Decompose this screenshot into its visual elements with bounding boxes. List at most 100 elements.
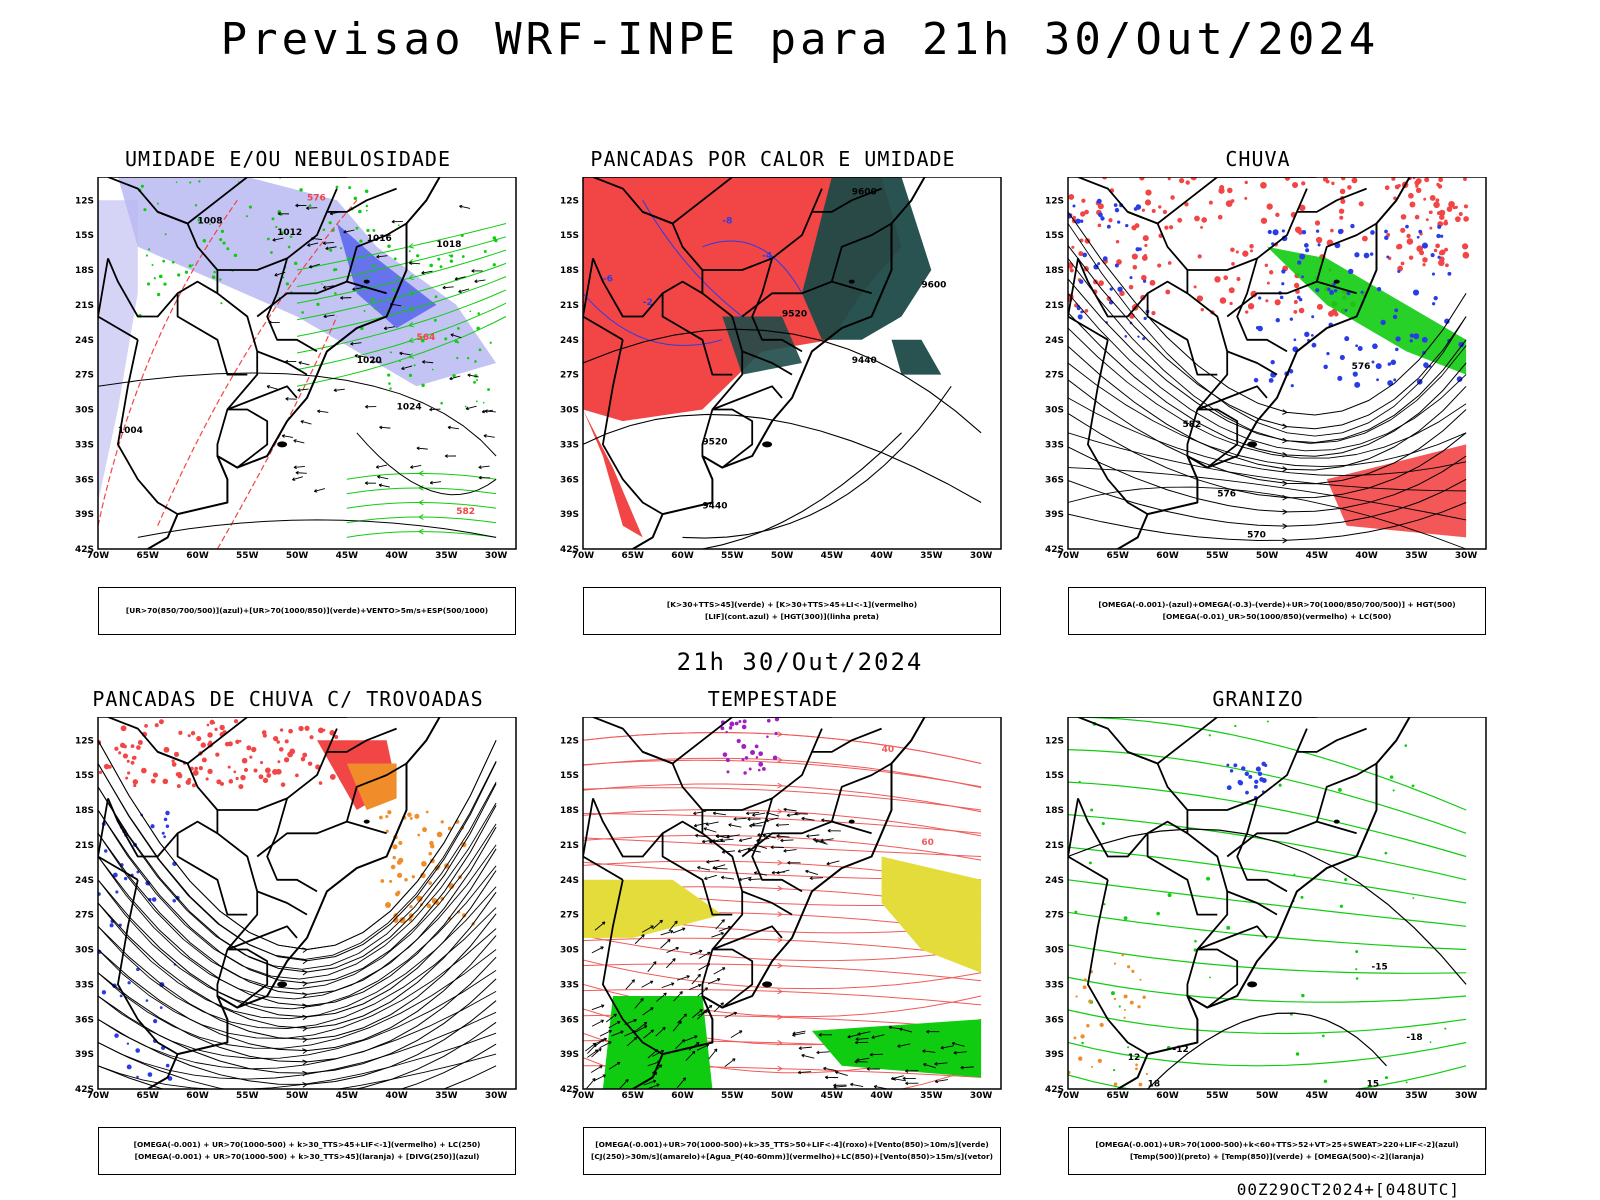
humidity-low-contour (164, 233, 167, 236)
rain-blue-area (1281, 229, 1285, 233)
rain-red-area (1384, 185, 1390, 191)
lon-tick-label: 30W (1455, 551, 1478, 561)
wind-streamline (296, 316, 507, 387)
humidity-low-contour (372, 264, 376, 268)
rain-blue-area (1376, 378, 1379, 382)
humidity-low-contour (413, 364, 416, 367)
wind-vector (591, 1048, 602, 1058)
political-border (1087, 879, 1149, 1055)
streamline-arrow (302, 958, 308, 965)
political-border (326, 727, 397, 753)
legend-line: [CJ(250)>30m/s](amarelo)+[Agua_P(40-60mm… (591, 1152, 993, 1161)
lon-tick-label: 40W (1355, 551, 1378, 561)
humidity-low-contour (473, 380, 476, 384)
rain-blue-area (1311, 342, 1317, 348)
rain-red-area (1217, 214, 1223, 220)
wind-vector (675, 1039, 686, 1049)
rain-red-area (1444, 247, 1449, 252)
humidity-low-contour (171, 260, 175, 264)
humidity-low-contour (440, 401, 443, 405)
storm-orange-area (409, 905, 413, 909)
temp-500-contour (1147, 1012, 1387, 1089)
divergence-area (135, 1048, 140, 1053)
rain-blue-area (1114, 263, 1119, 268)
pressure-isobar (137, 519, 497, 538)
hail-blue-area (1264, 763, 1268, 767)
storm-orange-area (436, 831, 443, 838)
rain-blue-area (1311, 333, 1314, 337)
panel-title: UMIDADE E/OU NEBULOSIDADE (124, 147, 452, 171)
wind-vector (608, 1061, 621, 1070)
rain-red-area (1134, 223, 1140, 229)
rain-blue-area (1421, 242, 1429, 249)
wind-vector (715, 834, 730, 839)
precip-water-contour (583, 732, 982, 764)
streamline-arrow (777, 962, 783, 969)
rain-blue-area (1456, 376, 1463, 382)
storm-red-area (173, 751, 180, 757)
tempest-purple-area (742, 719, 747, 724)
rain-blue-area (1257, 325, 1263, 332)
wind-vector (655, 1026, 666, 1037)
lagoon (762, 981, 773, 988)
lon-tick-label: 50W (286, 551, 309, 561)
humidity-low-contour (431, 368, 434, 371)
rain-blue-area (1337, 375, 1343, 382)
humidity-low-contour (444, 337, 448, 341)
omega-orange-area (1082, 985, 1087, 990)
panel-title: PANCADAS DE CHUVA C/ TROVOADAS (92, 687, 484, 711)
temp-850-contour (1355, 950, 1359, 954)
wind-vector (665, 958, 676, 969)
divergence-area (150, 824, 155, 829)
rain-blue-area (1390, 359, 1397, 366)
rain-blue-area (1329, 290, 1335, 295)
rain-blue-area (1301, 229, 1307, 235)
rain-blue-area (1098, 212, 1103, 218)
streamline-arrow (1282, 452, 1288, 458)
wind-vector (591, 946, 604, 954)
rain-blue-area (1096, 198, 1102, 204)
political-border (1187, 728, 1308, 811)
rain-red-area (1445, 263, 1449, 268)
divergence-area (119, 994, 123, 998)
humidity-low-contour (456, 356, 459, 360)
divergence-area (161, 831, 165, 835)
wind-vector (307, 242, 319, 247)
wind-vector (450, 333, 462, 339)
rain-red-area (1391, 177, 1396, 181)
wind-vector (429, 407, 441, 412)
rain-red-area (1260, 181, 1267, 189)
temp-850-contour (1068, 879, 1467, 927)
political-border (256, 280, 387, 318)
rain-blue-area (1376, 286, 1382, 292)
omega-orange-area (1099, 1022, 1104, 1028)
storm-orange-area (396, 859, 402, 865)
map-frame (1067, 717, 1487, 1090)
humidity-low-contour (439, 265, 443, 269)
wind-vector (350, 341, 362, 346)
lat-tick-label: 27S (75, 371, 94, 381)
divergence-area (165, 810, 170, 816)
rain-red-area (1409, 201, 1416, 208)
divergence-area (103, 849, 108, 853)
storm-red-area (240, 774, 246, 781)
tempest-purple-area (766, 718, 771, 723)
rain-blue-area (1371, 360, 1375, 364)
temp-850-contour (1234, 724, 1237, 728)
weather-map: 100810121016102010245765641004101858212S… (75, 177, 517, 561)
wind-vector (902, 1076, 916, 1081)
wind-vector (642, 1007, 654, 1016)
height-300-contour (583, 328, 982, 434)
streamline-250 (98, 1053, 497, 1089)
rain-red-area (1406, 233, 1411, 239)
humidity-low-contour (153, 277, 156, 280)
wind-vector (643, 1029, 655, 1039)
lon-tick-label: 40W (870, 551, 893, 561)
height-500-streamline (1068, 478, 1467, 527)
political-border (1087, 339, 1149, 515)
lon-tick-label: 55W (721, 1091, 744, 1101)
temp-850-contour (1167, 893, 1172, 898)
rain-red-area (1294, 226, 1302, 234)
rain-red-area (1435, 198, 1440, 203)
wind-vector (354, 354, 366, 358)
